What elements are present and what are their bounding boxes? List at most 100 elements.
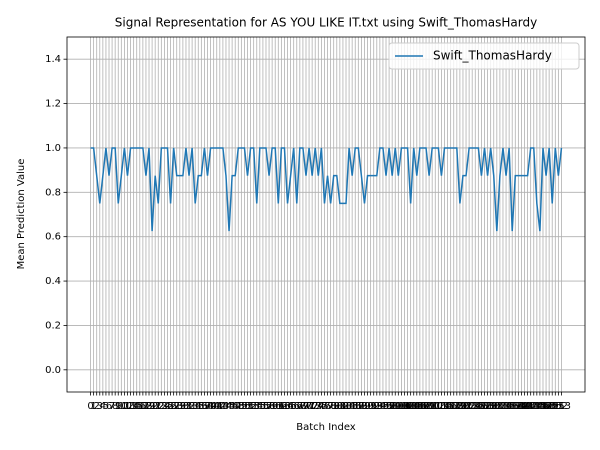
x-tick-label: 19 [143,401,156,412]
x-tick-label: 146 [530,401,549,412]
x-tick-label: 128 [475,401,494,412]
x-tick-label: 86 [349,401,362,412]
x-tick-label: 119 [447,401,466,412]
y-tick-label: 1.0 [45,143,61,154]
x-tick-label: 77 [321,401,334,412]
x-tick-label: 147 [533,401,552,412]
x-tick-label: 104 [401,401,420,412]
x-tick-label: 49 [235,401,248,412]
x-tick-label: 59 [266,401,279,412]
x-tick-label: 14 [127,401,140,412]
x-tick-label: 72 [306,401,319,412]
legend-box [388,42,580,70]
x-tick-label: 132 [487,401,506,412]
x-tick-label: 13 [124,401,137,412]
x-tick-label: 62 [275,401,288,412]
x-tick-label: 108 [413,401,432,412]
x-tick-label: 39 [204,401,217,412]
x-tick-label: 7 [109,401,115,412]
x-tick-label: 34 [189,401,202,412]
x-tick-label: 29 [173,401,186,412]
x-tick-label: 42 [213,401,226,412]
x-tick-label: 16 [133,401,146,412]
x-tick-label: 81 [333,401,346,412]
x-tick-label: 25 [161,401,174,412]
legend: Swift_ThomasHardy [388,42,580,70]
x-tick-label: 130 [481,401,500,412]
x-tick-label: 73 [309,401,322,412]
x-tick-label: 56 [257,401,270,412]
x-tick-label: 99 [389,401,402,412]
x-tick-label: 103 [398,401,417,412]
x-tick-label: 94 [373,401,386,412]
x-tick-label: 54 [250,401,263,412]
x-tick-label: 118 [444,401,463,412]
x-tick-label: 65 [284,401,297,412]
x-tick-label: 82 [337,401,350,412]
x-tick-label: 143 [521,401,540,412]
x-tick-label: 115 [435,401,454,412]
x-tick-label: 142 [518,401,537,412]
x-tick-label: 85 [346,401,359,412]
y-tick-label: 0.6 [45,232,61,243]
x-tick-label: 50 [238,401,251,412]
x-tick-label: 133 [490,401,509,412]
x-tick-label: 127 [472,401,491,412]
x-tick-label: 74 [312,401,325,412]
x-tick-label: 120 [450,401,469,412]
x-tick-label: 106 [407,401,426,412]
x-tick-label: 78 [324,401,337,412]
y-tick-label: 0.4 [45,276,61,287]
x-tick-label: 123 [460,401,479,412]
x-tick-label: 27 [167,401,180,412]
x-tick-label: 21 [149,401,162,412]
x-tick-label: 136 [500,401,519,412]
x-tick-label: 70 [300,401,313,412]
y-tick-label: 0.0 [45,365,61,376]
x-tick-label: 26 [164,401,177,412]
x-tick-label: 18 [140,401,153,412]
x-tick-label: 36 [195,401,208,412]
x-tick-label: 105 [404,401,423,412]
x-tick-label: 9 [115,401,121,412]
x-tick-label: 55 [253,401,266,412]
y-tick-label: 1.2 [45,99,61,110]
x-tick-label: 66 [287,401,300,412]
x-tick-label: 140 [512,401,531,412]
x-tick-label: 33 [186,401,199,412]
x-tick-label: 87 [352,401,365,412]
x-tick-label: 12 [121,401,134,412]
x-tick-label: 125 [466,401,485,412]
x-tick-label: 22 [152,401,165,412]
x-tick-label: 90 [361,401,374,412]
x-tick-label: 91 [364,401,377,412]
x-tick-label: 109 [416,401,435,412]
x-tick-label: 30 [177,401,190,412]
x-tick-label: 63 [278,401,291,412]
x-tick-label: 107 [410,401,429,412]
x-tick-label: 89 [358,401,371,412]
x-tick-label: 97 [383,401,396,412]
x-tick-label: 101 [392,401,411,412]
x-tick-label: 37 [198,401,211,412]
x-tick-label: 98 [386,401,399,412]
x-tick-label: 4 [100,401,106,412]
plot-frame [66,36,586,393]
x-axis-label: Batch Index [296,422,356,433]
x-tick-label: 23 [155,401,168,412]
x-tick-label: 11 [118,401,131,412]
x-tick-label: 122 [456,401,475,412]
x-tick-label: 83 [340,401,353,412]
legend-label: Swift_ThomasHardy [433,49,552,63]
x-tick-label: 51 [241,401,254,412]
x-tick-label: 134 [493,401,512,412]
x-tick-label: 84 [343,401,356,412]
x-tick-label: 129 [478,401,497,412]
data-line [90,147,563,232]
x-tick-label: 117 [441,401,460,412]
y-tick-label: 0.2 [45,320,61,331]
x-tick-label: 71 [303,401,316,412]
x-tick-label: 43 [217,401,230,412]
x-tick-label: 58 [263,401,276,412]
